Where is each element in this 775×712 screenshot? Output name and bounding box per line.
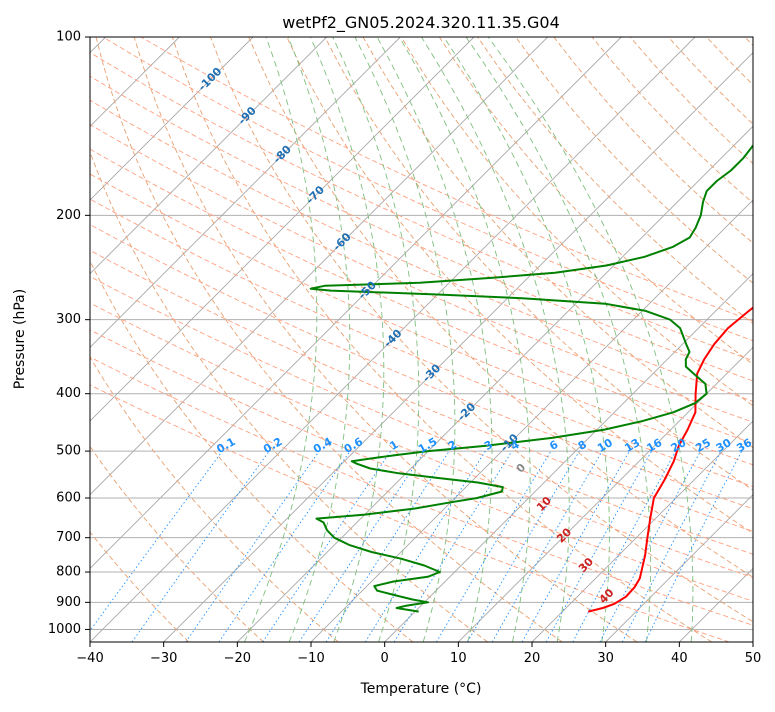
x-tick-label: −30 xyxy=(150,651,177,666)
y-tick-label: 400 xyxy=(56,386,81,401)
x-tick-label: 30 xyxy=(597,651,614,666)
x-tick-label: 40 xyxy=(671,651,688,666)
x-tick-label: 10 xyxy=(450,651,467,666)
x-tick-label: 20 xyxy=(524,651,541,666)
y-tick-label: 700 xyxy=(56,530,81,545)
y-tick-label: 600 xyxy=(56,491,81,506)
x-axis-label: Temperature (°C) xyxy=(360,681,482,697)
chart-title: wetPf2_GN05.2024.320.11.35.G04 xyxy=(282,13,560,33)
y-tick-label: 100 xyxy=(56,30,81,45)
y-tick-label: 300 xyxy=(56,312,81,327)
x-tick-label: 0 xyxy=(381,651,389,666)
y-tick-label: 800 xyxy=(56,565,81,580)
x-tick-label: −10 xyxy=(297,651,324,666)
x-tick-label: −40 xyxy=(76,651,103,666)
y-tick-label: 500 xyxy=(56,444,81,459)
x-tick-label: −20 xyxy=(224,651,251,666)
y-tick-label: 900 xyxy=(56,595,81,610)
y-tick-label: 200 xyxy=(56,208,81,223)
y-tick-label: 1000 xyxy=(48,622,81,637)
y-axis-label: Pressure (hPa) xyxy=(12,289,28,389)
x-tick-label: 50 xyxy=(745,651,762,666)
